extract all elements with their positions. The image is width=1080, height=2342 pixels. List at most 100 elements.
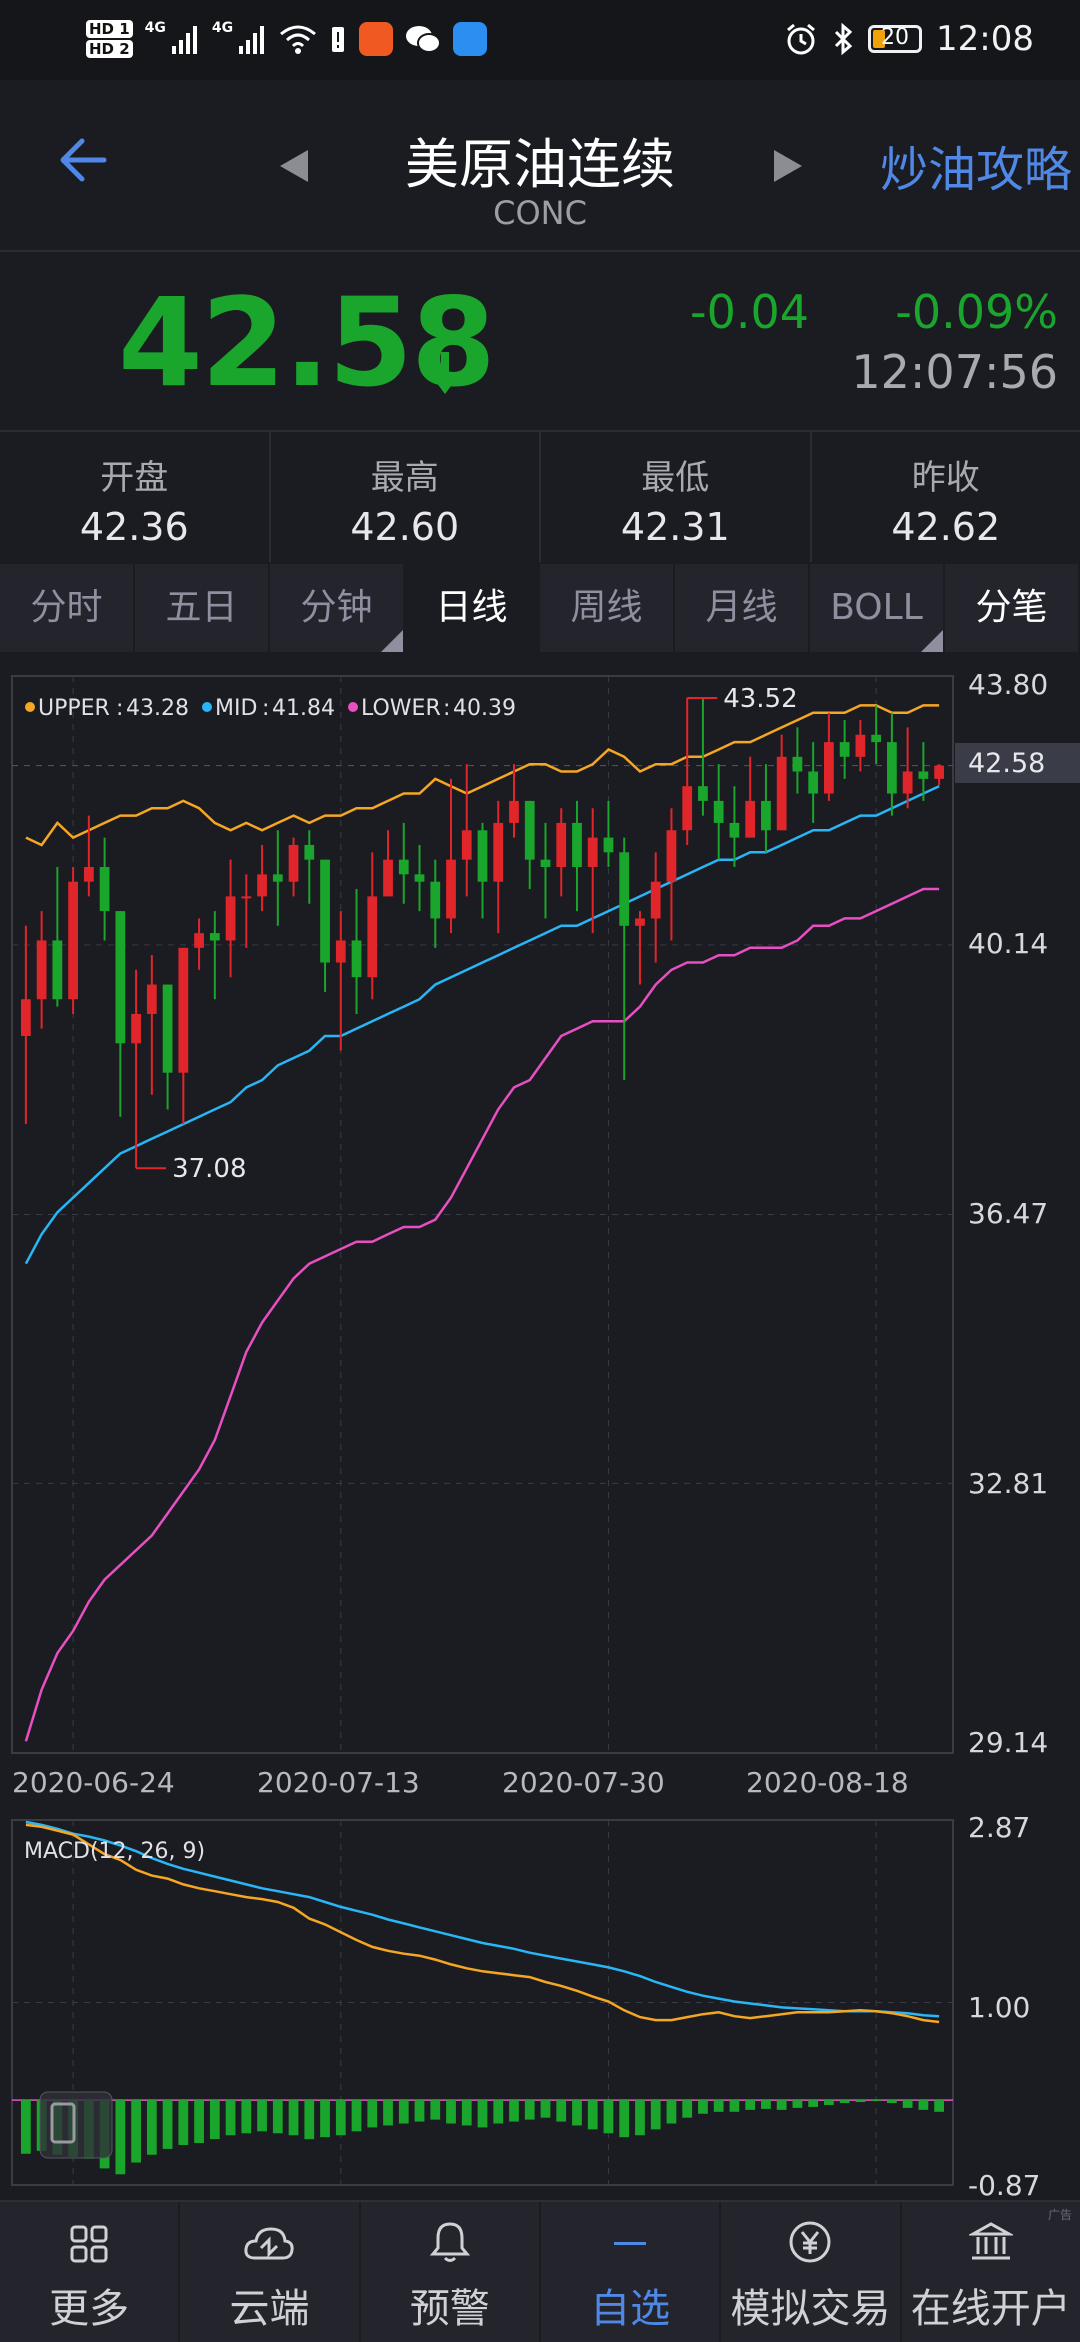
candle-body [430,882,440,919]
tab-boll-label: BOLL [830,587,923,628]
stat-label: 最低 [541,450,810,499]
status-bar: HD 1 HD 2 4G 4G 20 12:08 [0,0,1080,80]
macd-bar [824,2100,834,2105]
current-price-tag: 42.58 [968,748,1045,779]
candle-body [903,772,913,794]
macd-bar [777,2100,787,2110]
candle-body [619,852,629,925]
macd-bar [588,2100,598,2129]
candle-body [367,896,377,977]
macd-bar [903,2100,913,2108]
macd-bar [714,2100,724,2112]
next-contract-icon[interactable] [774,150,802,182]
upper-legend-value: 43.28 [126,696,189,721]
battery-icon: 20 [868,25,922,53]
candle-body [934,766,944,779]
candle-body [604,838,614,853]
macd-bar [163,2100,173,2149]
candle-body [714,801,724,823]
macd-bar [273,2100,283,2133]
tab-intraday[interactable]: 分时 [0,564,135,652]
macd-bar [289,2100,299,2135]
upper-legend-dot [25,702,35,712]
quote-time: 12:07:56 [851,345,1058,399]
mid-legend-value: 41.84 [272,696,335,721]
macd-bar [399,2100,409,2123]
nav-cloud[interactable]: 云端 [180,2202,360,2342]
tab-indicator-boll[interactable]: BOLL [810,564,945,652]
candle-body [730,823,740,838]
tab-monthly[interactable]: 月线 [675,564,810,652]
candle-body [588,838,598,867]
stat-label: 最高 [271,450,540,499]
macd-bar [383,2100,393,2125]
mid-legend-dot [202,702,212,712]
upper-legend-sep: : [116,696,123,721]
tab-ticks[interactable]: 分笔 [945,564,1080,652]
macd-bar [336,2100,346,2135]
candle-body [320,860,330,963]
macd-bar [367,2100,377,2127]
macd-bar [651,2100,661,2129]
tab-five-day[interactable]: 五日 [135,564,270,652]
macd-bar [21,2100,31,2154]
macd-bar [871,2100,881,2101]
nav-more[interactable]: 更多 [0,2202,180,2342]
yen-icon [788,2220,832,2264]
candle-body [840,742,850,757]
hd-2-label: HD 2 [86,40,133,58]
price-change: -0.04 [690,285,809,339]
min-price-label: 37.08 [172,1154,246,1184]
stat-value: 42.60 [271,505,540,549]
macd-bar [178,2100,188,2145]
macd-bar [415,2100,425,2121]
macd-bar [808,2100,818,2107]
candle-body [446,860,456,919]
nav-label: 自选 [541,2276,719,2334]
grid-icon [69,2224,109,2264]
kline-chart[interactable]: UPPER : 43.28 MID : 41.84 LOWER : 40.39 … [0,655,1080,2200]
macd-bar [667,2100,677,2123]
header-divider [0,250,1080,252]
candle-body [84,867,94,882]
back-arrow-icon[interactable] [58,135,108,185]
candle-body [241,896,251,898]
prev-contract-icon[interactable] [280,150,308,182]
strategy-link[interactable]: 炒油攻略 [880,130,1072,200]
ad-label: 广告 [1048,2206,1072,2223]
bell-icon [430,2220,470,2264]
candle-body [21,999,31,1036]
x-tick: 2020-07-13 [257,1766,420,1799]
tab-minute[interactable]: 分钟 [270,564,405,652]
candle-body [887,742,897,793]
network-4g-label-1: 4G [145,20,166,36]
macd-bar [147,2100,157,2155]
nav-open-account[interactable]: 在线开户 [902,2202,1080,2342]
price-change-percent: -0.09% [895,285,1058,339]
nav-watchlist[interactable]: 自选 [541,2202,721,2342]
macd-bar [131,2100,141,2162]
candle-body [273,874,283,881]
stat-open: 开盘 42.36 [0,432,271,562]
network-4g-label-2: 4G [212,20,233,36]
dropdown-corner-icon [381,630,403,652]
macd-bar [572,2100,582,2125]
tab-daily[interactable]: 日线 [405,564,540,652]
candle-body [115,911,125,1043]
nav-label: 在线开户 [902,2276,1080,2334]
nav-alerts[interactable]: 预警 [361,2202,541,2342]
macd-bar [493,2100,503,2123]
status-bar-left: HD 1 HD 2 4G 4G [86,14,487,64]
contract-code: CONC [340,194,740,232]
candle-body [635,918,645,925]
tab-weekly[interactable]: 周线 [540,564,675,652]
macd-bar [352,2100,362,2131]
nav-sim-trade[interactable]: 模拟交易 [721,2202,901,2342]
macd-bar [840,2100,850,2103]
y-tick: 43.80 [968,668,1048,701]
lower-legend-sep: : [443,696,450,721]
stat-label: 开盘 [0,450,269,499]
macd-bar [462,2100,472,2125]
candle-body [572,823,582,867]
macd-bar [194,2100,204,2143]
